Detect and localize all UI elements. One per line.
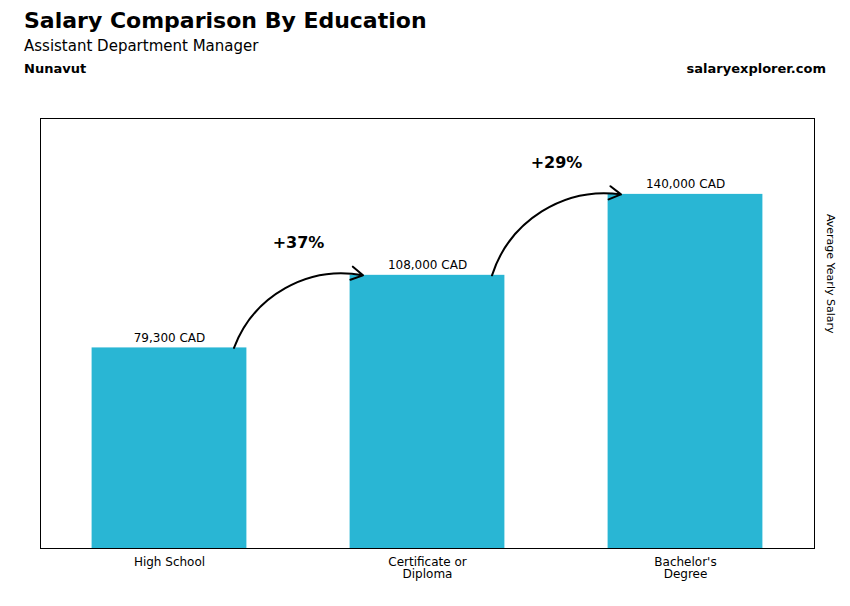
svg-text:+37%: +37%: [273, 233, 325, 252]
svg-text:140,000 CAD: 140,000 CAD: [646, 177, 725, 191]
svg-text:Bachelor'sDegree: Bachelor'sDegree: [654, 555, 716, 581]
html-text:Salary Comparison By Education: Salary Comparison By Education: [24, 8, 427, 33]
svg-text:High School: High School: [134, 555, 205, 569]
html-text:Nunavut: Nunavut: [24, 61, 87, 76]
html-text:salaryexplorer.com: salaryexplorer.com: [686, 61, 826, 76]
svg-text:+29%: +29%: [531, 153, 583, 172]
svg-text:Certificate orDiploma: Certificate orDiploma: [388, 555, 466, 581]
svg-text:Average Yearly Salary: Average Yearly Salary: [824, 214, 837, 334]
svg-text:79,300 CAD: 79,300 CAD: [134, 331, 206, 345]
html-text:Assistant Department Manager: Assistant Department Manager: [24, 37, 259, 55]
svg-text:108,000 CAD: 108,000 CAD: [388, 258, 467, 272]
